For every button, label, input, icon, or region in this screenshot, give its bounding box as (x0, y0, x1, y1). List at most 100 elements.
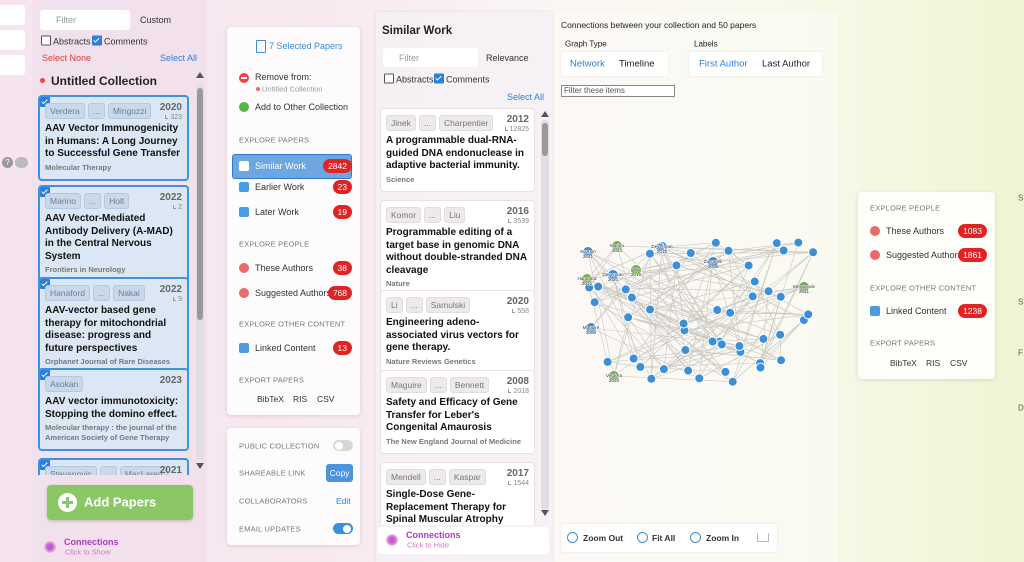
edge (759, 252, 814, 364)
paper-card[interactable]: Mendell... Kaspar 2017 1544 Single-Dose Gene… (380, 462, 535, 525)
scroll-down[interactable] (196, 463, 204, 469)
label-option[interactable]: First Author (699, 58, 748, 70)
node-label: 2020 (608, 277, 619, 282)
link-label[interactable]: These Authors (886, 226, 945, 236)
checkbox[interactable] (434, 73, 444, 84)
author-chip[interactable]: Mingozzi (107, 103, 152, 119)
paper-title: AAV-vector based gene therapy for mitoch… (45, 305, 167, 354)
copy-button[interactable]: Copy (326, 464, 353, 482)
author-chip[interactable]: Liu (444, 207, 466, 223)
export-format[interactable]: CSV (950, 358, 968, 368)
abstracts-option[interactable]: Abstracts (41, 35, 91, 47)
comment-icon[interactable] (15, 157, 28, 168)
link-label[interactable]: Suggested Authors (255, 288, 332, 298)
add-papers-button[interactable]: Add Papers (47, 485, 193, 520)
abstracts-option[interactable]: Abstracts (384, 73, 434, 85)
export-format[interactable]: RIS (926, 358, 941, 368)
paper-card[interactable]: Asokan 2023 AAV vector immunotoxicity: Sto… (38, 368, 189, 451)
author-chip[interactable]: Kaspar (448, 469, 486, 485)
zoom-in[interactable]: Zoom In (706, 533, 740, 543)
journal: Nature (386, 279, 410, 288)
export-format[interactable]: CSV (317, 394, 335, 404)
author-chip[interactable]: Komor (386, 207, 422, 223)
export-format[interactable]: RIS (293, 394, 308, 404)
author-chip[interactable]: Marino (45, 193, 81, 209)
checkbox[interactable] (92, 35, 102, 46)
graph-type-option[interactable]: Network (570, 58, 605, 70)
add-to-other[interactable]: Add to Other Collection (255, 102, 349, 112)
author-chip: ... (424, 207, 442, 223)
filter-input[interactable]: Filter (40, 10, 130, 30)
fit-all[interactable]: Fit All (652, 533, 676, 543)
author-chip[interactable]: Bennett (449, 377, 490, 393)
label-option[interactable]: Last Author (762, 58, 811, 70)
paper-card[interactable]: Maguire... Bennett 2008 2018 Safety and Effi… (380, 370, 535, 454)
checkbox[interactable] (41, 35, 51, 46)
scroll-down[interactable] (541, 510, 549, 516)
author-chip[interactable]: Nakai (113, 285, 145, 301)
filter-input[interactable]: Filter (383, 48, 478, 67)
export-format[interactable]: BibTeX (257, 394, 284, 404)
edge (651, 281, 755, 380)
help-icon[interactable]: ? (2, 157, 13, 168)
connections-label[interactable]: Connections (64, 537, 119, 547)
edge (598, 286, 726, 373)
download-icon[interactable] (757, 533, 769, 542)
node (747, 291, 758, 302)
public-collection: PUBLIC COLLECTION (239, 441, 320, 451)
edit-link[interactable]: Edit (336, 496, 351, 506)
author-chip[interactable]: Li (386, 297, 403, 313)
author-chip[interactable]: Hanaford (45, 285, 90, 301)
paper-card[interactable]: Marino... Holt 2022 2 AAV Vector-Mediated An… (38, 185, 189, 283)
paper-card[interactable]: Jinek... Charpentier 2012 12825 A programmab… (380, 108, 535, 192)
shareable-link: SHAREABLE LINK (239, 468, 306, 478)
author-chip[interactable]: Samulski (425, 297, 471, 313)
link-label[interactable]: Similar Work (255, 161, 306, 171)
paper-card[interactable]: Komor... Liu 2016 3539 Programmable editing … (380, 200, 535, 296)
paper-card[interactable]: Stevanovic... MacLaren 2021 (38, 458, 189, 475)
sort-label[interactable]: Relevance (486, 53, 529, 63)
select-all[interactable]: Select All (159, 53, 197, 63)
author-chip[interactable]: Charpentier (438, 115, 494, 131)
select-all[interactable]: Select All (506, 92, 544, 102)
link-label[interactable]: Linked Content (886, 306, 947, 316)
link-label[interactable]: Earlier Work (255, 182, 305, 192)
author-chip[interactable]: Verdera (45, 103, 85, 119)
edge (635, 250, 729, 271)
graph-filter-placeholder: Filter these items (564, 86, 625, 95)
author-chip[interactable]: Mendell (386, 469, 426, 485)
edge (586, 278, 633, 298)
checkbox[interactable] (384, 73, 394, 84)
link-label[interactable]: These Authors (255, 263, 314, 273)
scroll-thumb (197, 88, 203, 320)
author-chip[interactable]: Asokan (45, 376, 84, 392)
zoom-out[interactable]: Zoom Out (583, 533, 624, 543)
comments-option[interactable]: Comments (92, 35, 148, 47)
graph-filter[interactable]: Filter these items (561, 85, 675, 97)
comments-option[interactable]: Comments (434, 73, 490, 85)
remove-from[interactable]: Remove from: (255, 72, 312, 82)
author-chip[interactable]: Holt (104, 193, 130, 209)
link-label[interactable]: Linked Content (255, 343, 316, 353)
author-chip[interactable]: Stevanovic (45, 466, 97, 475)
email-toggle[interactable] (333, 523, 353, 534)
author-chip[interactable]: MacLaren (119, 466, 168, 475)
link-label[interactable]: Suggested Authors (886, 250, 963, 260)
edge (730, 312, 809, 315)
author-chip[interactable]: Jinek (386, 115, 416, 131)
author-chip[interactable]: Maguire (386, 377, 427, 393)
link-label[interactable]: Later Work (255, 207, 299, 217)
paper-card[interactable]: Hanaford... Nakai 2022 9 AAV-vector based ge… (38, 277, 189, 375)
sort-label[interactable]: Custom (140, 15, 172, 25)
connections-bar[interactable]: Connections Click to Hide (378, 527, 549, 554)
paper-card[interactable]: Li... Samulski 2020 558 Engineering adeno-as… (380, 290, 535, 374)
select-none[interactable]: Select None (42, 53, 92, 63)
public-toggle[interactable] (333, 440, 353, 451)
node (710, 237, 721, 248)
scroll-up[interactable] (196, 72, 204, 78)
graph-type-option[interactable]: Timeline (619, 58, 655, 70)
export-format[interactable]: BibTeX (890, 358, 917, 368)
paper-card[interactable]: Verdera... Mingozzi 2020 323 AAV Vector Immu… (38, 95, 189, 181)
scroll-up[interactable] (541, 111, 549, 117)
row-icon (239, 263, 249, 273)
